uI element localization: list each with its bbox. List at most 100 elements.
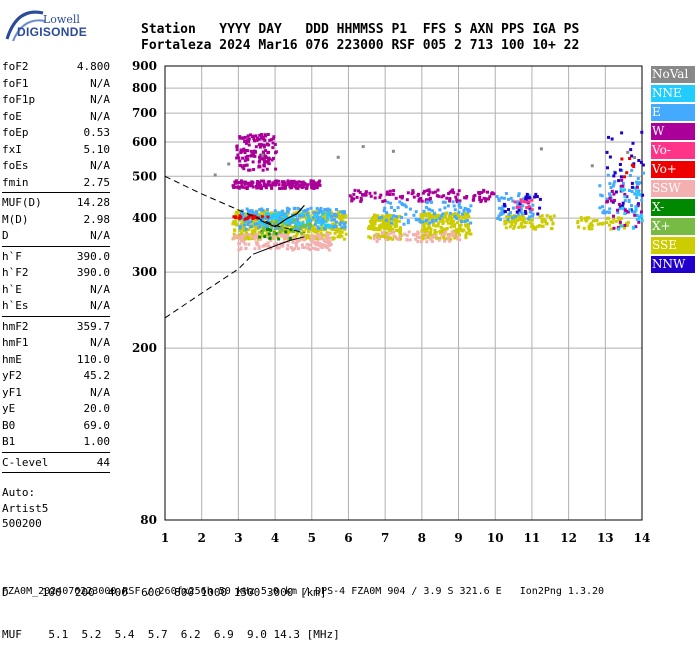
autoscale-info: Auto: Artist5 500200 <box>2 485 48 532</box>
echo-point <box>520 212 524 216</box>
echo-point <box>295 210 299 214</box>
echo-point <box>238 135 242 139</box>
echo-point <box>266 143 269 147</box>
echo-point <box>513 200 517 204</box>
param-row: D N/A <box>2 228 110 245</box>
echo-point <box>408 207 412 211</box>
echo-point <box>612 226 616 230</box>
echo-point <box>249 149 253 153</box>
param-label: foF1p <box>2 93 36 106</box>
param-label: yF2 <box>2 369 22 382</box>
echo-point <box>317 182 321 185</box>
echo-point <box>451 200 455 204</box>
echo-point <box>316 225 320 229</box>
echo-point <box>288 216 292 220</box>
echo-point <box>440 214 444 218</box>
echo-point <box>453 214 457 218</box>
echo-point <box>383 233 387 237</box>
echo-point <box>517 208 521 212</box>
echo-point <box>260 231 264 235</box>
echo-point <box>280 224 284 228</box>
echo-point <box>254 216 258 219</box>
param-separator <box>2 472 110 473</box>
echo-point <box>497 214 501 218</box>
echo-point <box>275 214 279 218</box>
echo-point <box>263 216 266 220</box>
echo-point <box>608 155 612 159</box>
echo-point <box>428 196 432 200</box>
echo-point <box>294 180 298 184</box>
param-row: foEp 0.53 <box>2 125 110 142</box>
echo-point <box>427 193 431 197</box>
echo-point <box>531 212 535 216</box>
echo-point <box>448 197 452 201</box>
echo-point <box>480 191 484 195</box>
echo-point <box>277 246 281 250</box>
echo-point <box>621 204 625 208</box>
echo-point <box>264 212 268 216</box>
echo-point <box>333 231 337 235</box>
echo-point <box>247 143 251 147</box>
echo-point <box>595 219 599 222</box>
echo-point <box>436 237 440 240</box>
echo-point <box>524 200 528 204</box>
echo-point <box>608 207 612 211</box>
echo-point <box>448 199 452 203</box>
echo-point <box>602 209 606 213</box>
echo-point <box>472 198 476 201</box>
echo-point <box>642 171 645 175</box>
echo-point <box>442 194 446 198</box>
echo-point <box>234 216 238 219</box>
echo-point <box>522 197 526 201</box>
echo-point <box>465 195 469 198</box>
echo-point <box>396 237 400 241</box>
echo-point <box>448 239 452 243</box>
echo-point <box>318 237 322 241</box>
echo-point <box>630 190 634 193</box>
echo-point <box>433 215 437 219</box>
y-tick-label: 200 <box>132 341 157 355</box>
param-value: N/A <box>90 76 110 90</box>
echo-point <box>241 212 245 216</box>
echo-point <box>431 209 434 213</box>
param-value: N/A <box>90 282 110 296</box>
echo-point <box>374 233 378 237</box>
echo-point <box>448 190 452 194</box>
echo-point <box>416 232 420 236</box>
echo-point <box>617 202 621 206</box>
echo-point <box>294 183 298 187</box>
echo-point <box>266 219 270 223</box>
echo-point <box>263 210 267 214</box>
echo-point <box>258 216 262 220</box>
echo-point <box>623 199 627 203</box>
param-row: h`F2 390.0 <box>2 265 110 282</box>
echo-point <box>442 216 446 219</box>
echo-point <box>503 204 507 208</box>
echo-point <box>282 180 286 184</box>
echo-point <box>279 186 283 190</box>
echo-point <box>518 217 521 221</box>
echo-point <box>379 223 383 227</box>
echo-point <box>524 195 528 199</box>
echo-point <box>608 196 612 200</box>
echo-point <box>326 218 330 222</box>
echo-point <box>235 144 239 148</box>
echo-point <box>280 228 284 232</box>
echo-point <box>398 195 402 199</box>
echo-point <box>258 208 262 212</box>
legend-item: NoVal <box>651 66 695 83</box>
echo-point <box>433 229 437 232</box>
echo-point <box>472 195 476 199</box>
param-label: B0 <box>2 418 16 432</box>
echo-point <box>417 218 421 221</box>
param-value: 69.0 <box>83 418 111 432</box>
echo-point <box>422 225 426 229</box>
echo-point <box>528 196 532 200</box>
echo-point <box>519 216 523 220</box>
echo-point <box>620 131 624 135</box>
echo-point <box>341 219 345 223</box>
echo-point <box>436 224 440 228</box>
echo-point <box>300 212 304 216</box>
echo-point <box>262 163 266 167</box>
echo-point <box>281 244 285 248</box>
